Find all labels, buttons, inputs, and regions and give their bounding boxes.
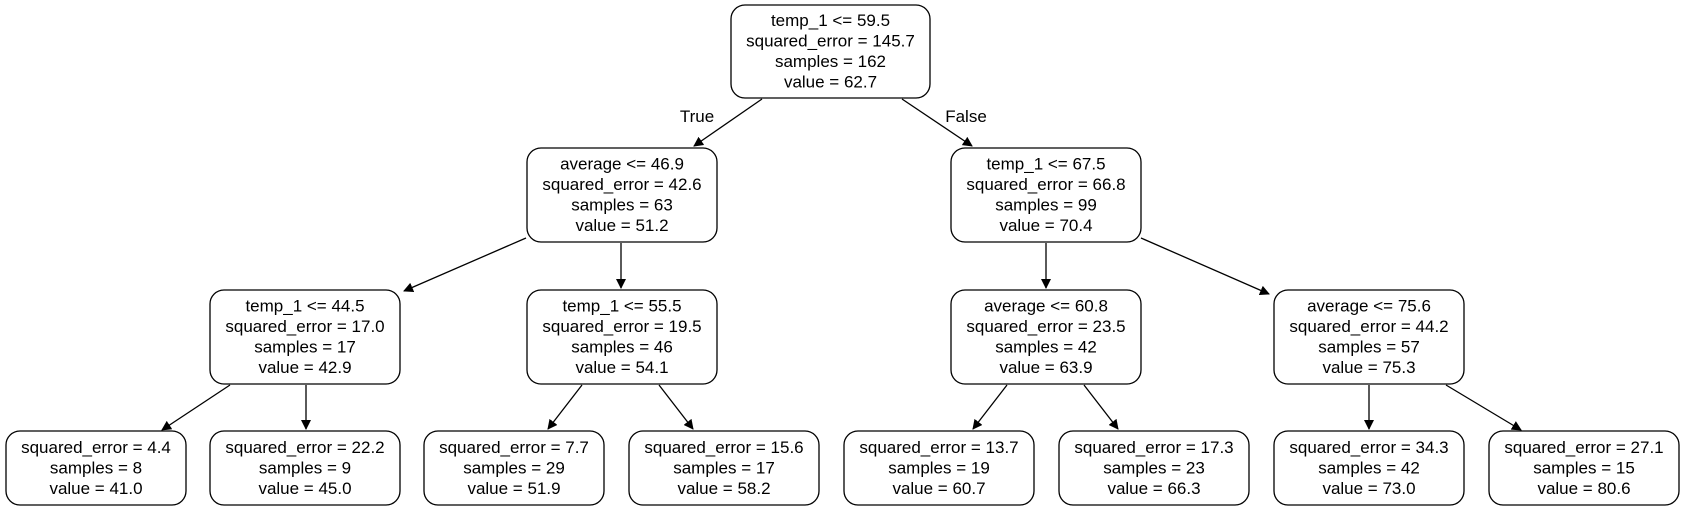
edge-arrow [693, 98, 763, 147]
node-line: value = 63.9 [999, 358, 1092, 377]
node-line: value = 60.7 [892, 479, 985, 498]
node-box [730, 4, 931, 99]
node-box [843, 430, 1035, 506]
node-line: samples = 29 [463, 458, 565, 477]
node-line: squared_error = 42.6 [542, 175, 701, 194]
node-box [526, 289, 718, 385]
node-line: squared_error = 44.2 [1289, 317, 1448, 336]
node-line: samples = 17 [673, 458, 775, 477]
node-line: samples = 46 [571, 338, 673, 357]
edge-label-true: True [680, 107, 714, 126]
node-line: squared_error = 17.0 [225, 317, 384, 336]
node-line: value = 54.1 [575, 358, 668, 377]
node-box [1488, 430, 1680, 506]
node-line: samples = 9 [259, 458, 351, 477]
node-line: value = 62.7 [784, 73, 877, 92]
edge-arrow [1083, 384, 1119, 430]
node-box [209, 289, 401, 385]
node-box [1058, 430, 1250, 506]
node-line: value = 45.0 [258, 479, 351, 498]
node-line: samples = 63 [571, 196, 673, 215]
node-box [423, 430, 605, 506]
node-box [1273, 430, 1465, 506]
node-line: temp_1 <= 59.5 [771, 11, 890, 30]
node-line: samples = 17 [254, 338, 356, 357]
node-line: samples = 162 [775, 52, 886, 71]
node-line: value = 80.6 [1537, 479, 1630, 498]
edge-arrow [161, 384, 231, 431]
node-line: samples = 23 [1103, 458, 1205, 477]
node-line: value = 75.3 [1322, 358, 1415, 377]
node-line: temp_1 <= 44.5 [245, 297, 364, 316]
node-line: squared_error = 19.5 [542, 317, 701, 336]
node-line: value = 41.0 [49, 479, 142, 498]
node-line: squared_error = 145.7 [746, 32, 915, 51]
node-line: samples = 19 [888, 458, 990, 477]
node-line: value = 58.2 [677, 479, 770, 498]
node-line: average <= 46.9 [560, 155, 684, 174]
node-box [209, 430, 401, 506]
node-line: temp_1 <= 55.5 [562, 297, 681, 316]
node-line: samples = 42 [995, 338, 1097, 357]
node-box [526, 147, 718, 243]
node-line: temp_1 <= 67.5 [986, 155, 1105, 174]
node-line: samples = 15 [1533, 458, 1635, 477]
edge-arrow [1445, 384, 1522, 431]
edge-arrow [403, 237, 527, 292]
node-line: value = 73.0 [1322, 479, 1415, 498]
node-line: squared_error = 13.7 [859, 438, 1018, 457]
node-line: squared_error = 17.3 [1074, 438, 1233, 457]
node-line: value = 70.4 [999, 216, 1092, 235]
split-node-n0: temp_1 <= 59.5 squared_error = 145.7sampl… [730, 4, 931, 99]
node-line: samples = 99 [995, 196, 1097, 215]
node-line: samples = 42 [1318, 458, 1420, 477]
node-line: value = 42.9 [258, 358, 351, 377]
edge-label-false: False [945, 107, 987, 126]
node-line: average <= 60.8 [984, 297, 1108, 316]
edge-arrow [1140, 237, 1270, 295]
node-line: squared_error = 27.1 [1504, 438, 1663, 457]
edge-arrow [901, 98, 973, 147]
node-box [5, 430, 187, 506]
node-line: value = 51.2 [575, 216, 668, 235]
edge-arrow [658, 384, 694, 430]
node-box [950, 147, 1142, 243]
node-line: samples = 57 [1318, 338, 1420, 357]
node-line: squared_error = 15.6 [644, 438, 803, 457]
edge-arrow [547, 384, 583, 430]
node-line: squared_error = 7.7 [439, 438, 589, 457]
node-box [950, 289, 1142, 385]
node-line: average <= 75.6 [1307, 297, 1431, 316]
node-box [628, 430, 820, 506]
node-box [1273, 289, 1465, 385]
node-line: value = 51.9 [467, 479, 560, 498]
edge-arrow [972, 384, 1008, 430]
node-line: samples = 8 [50, 458, 142, 477]
node-line: squared_error = 4.4 [21, 438, 171, 457]
node-line: squared_error = 23.5 [966, 317, 1125, 336]
edges-layer: True False [161, 98, 1522, 431]
node-line: squared_error = 34.3 [1289, 438, 1448, 457]
node-line: squared_error = 66.8 [966, 175, 1125, 194]
node-line: squared_error = 22.2 [225, 438, 384, 457]
node-line: value = 66.3 [1107, 479, 1200, 498]
